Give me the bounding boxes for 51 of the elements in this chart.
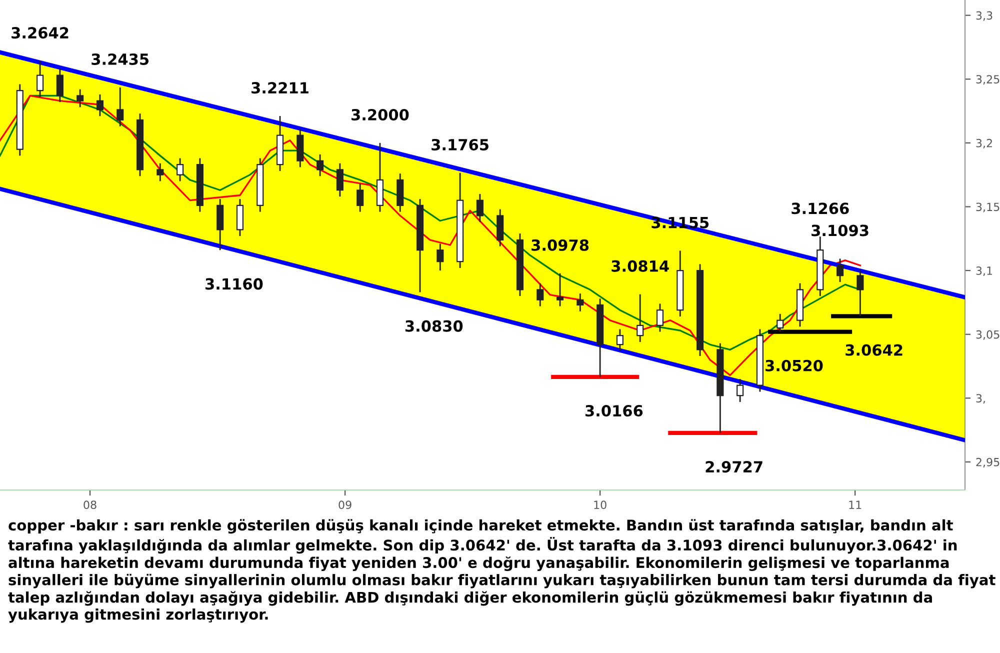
candlestick (436, 243, 444, 272)
y-tick-label: 3,1 (976, 266, 992, 276)
annotation: 3.1160 (206, 278, 263, 290)
y-tick-label: 3,2 (976, 138, 992, 148)
candlestick (836, 258, 844, 283)
annotation: 3.1155 (652, 216, 709, 228)
y-tick-label: 3, (976, 394, 985, 404)
y-tick-label: 2,95 (976, 458, 1000, 468)
annotation: 3.2435 (92, 53, 149, 66)
candlestick (476, 193, 484, 223)
candlestick (316, 154, 324, 177)
candlestick (856, 268, 864, 317)
x-tick-label: 08 (84, 500, 96, 510)
annotation: 3.1765 (432, 138, 488, 150)
candlestick (36, 60, 44, 98)
candlestick (636, 294, 644, 343)
annotation: 3.0830 (405, 320, 463, 332)
candlestick (536, 282, 544, 307)
annotation: 3.2642 (12, 27, 68, 39)
y-tick-label: 3,25 (976, 75, 1000, 85)
annotation: 2.9727 (706, 461, 762, 473)
candlestick (356, 183, 364, 213)
y-tick-label: 3,15 (976, 202, 1000, 212)
candlestick (156, 162, 164, 182)
x-tick-label: 11 (849, 500, 862, 509)
text: copper -bakır : sarı renkle gösterilen düşüş kanalı içinde hareket etmekte. Bandın üst tarafında satışlar, bandın alt tarafına yaklaşıldığında da alımlar gelmekte. Son dip 3.0642' de. Üst tarafta da 3.1093 direnci bulunuyor.3.0642' in altına hareketin devamı durumunda fiyat yeniden 3.00' e doğru yanaşabilir. Ekonomilerin gelişmesi ve toparlanma sinyalleri ile büyüme sinyallerinin olumlu olması bakır fiyatlarını yukarı taşıyabilirken bunun tam tersi durumda da fiyat talep azlığından dolayı aşağıya gidebilir. ABD dışındaki diğer ekonomilerin güçlü gözükmemesi bakır fiyatının da yukarıya gitmesini zorlaştırıyor. (8, 519, 996, 623)
candlestick (56, 68, 64, 103)
candlestick (616, 328, 624, 352)
x-tick-label: 09 (338, 500, 352, 510)
candlestick (336, 162, 344, 198)
annotation: 3.2211 (252, 82, 308, 94)
annotation: 3.1266 (792, 202, 849, 214)
candlestick (96, 94, 104, 117)
annotation: 3.0978 (532, 239, 589, 251)
annotation: 3.0642 (846, 344, 902, 356)
x-tick-label: 10 (594, 500, 606, 510)
candlestick (556, 272, 564, 307)
annotation: 3.2000 (352, 108, 409, 121)
candlestick (656, 303, 664, 332)
candlestick (776, 313, 784, 332)
candlestick (576, 292, 584, 312)
annotation: 3.0166 (586, 404, 643, 417)
annotation: 3.0520 (766, 360, 823, 372)
candlestick (176, 158, 184, 182)
candlestick (736, 378, 744, 403)
y-tick-label: 3,3 (976, 11, 992, 21)
y-tick-label: 3,05 (976, 330, 1000, 340)
candlestick (116, 86, 124, 128)
annotation: 3.0814 (612, 260, 669, 272)
candlestick (76, 88, 84, 108)
annotation: 3.1093 (812, 224, 868, 236)
